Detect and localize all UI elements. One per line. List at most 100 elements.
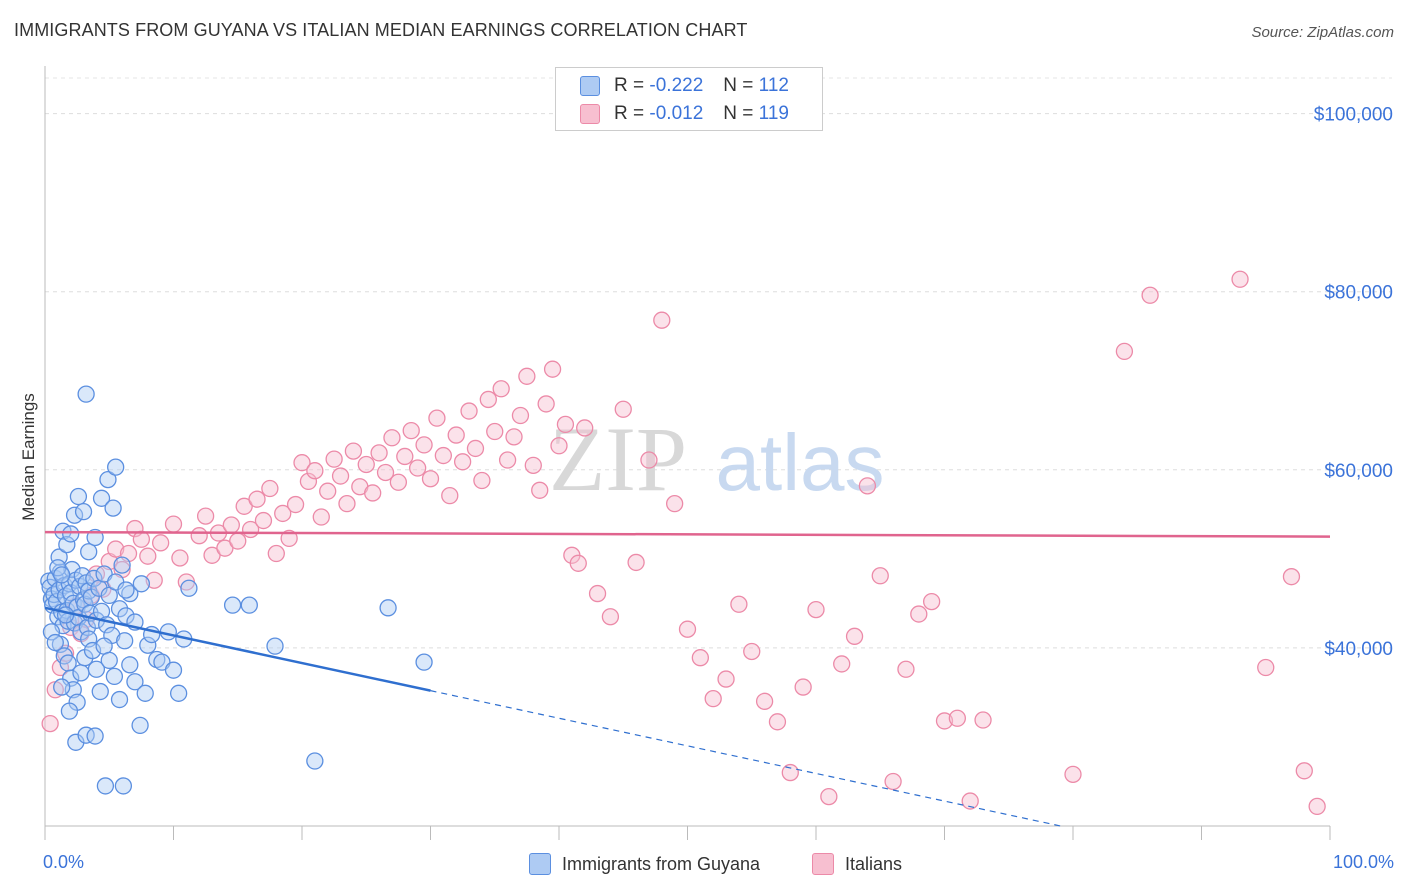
y-axis-label: Median Earnings <box>19 393 38 521</box>
italians-point <box>357 455 375 474</box>
guyana-point <box>87 660 106 678</box>
italians-point <box>286 495 305 514</box>
guyana-point <box>65 506 84 524</box>
guyana-point <box>240 596 258 614</box>
italians-point <box>543 360 562 378</box>
italians-point <box>1231 270 1249 288</box>
x-tick-label-min: 0.0% <box>43 852 85 872</box>
guyana-point <box>117 581 135 599</box>
legend-n-label: N = <box>723 75 754 96</box>
guyana-point <box>60 702 79 720</box>
italians-point <box>498 451 517 469</box>
y-tick-label: $80,000 <box>1324 283 1393 304</box>
italians-trend-line <box>44 530 1331 538</box>
guyana-point <box>53 566 71 584</box>
guyana-point <box>131 716 149 735</box>
guyana-point <box>92 489 111 507</box>
italians-points <box>41 270 1326 816</box>
guyana-point <box>100 651 118 670</box>
italians-point <box>486 422 504 441</box>
italians-point <box>466 439 485 458</box>
italians-point <box>338 494 356 513</box>
italians-point <box>691 649 709 667</box>
italians-point <box>1308 797 1326 816</box>
guyana-point <box>46 633 64 652</box>
guyana-point <box>77 726 95 744</box>
source-label: Source: ZipAtlas.com <box>1251 24 1394 41</box>
italians-point <box>171 549 189 567</box>
italians-point <box>453 453 472 471</box>
italians-point <box>717 670 735 688</box>
italians-point <box>196 507 215 525</box>
guyana-point <box>53 678 71 696</box>
guyana-point <box>164 661 183 679</box>
italians-point <box>833 655 851 673</box>
guyana-point <box>104 499 122 517</box>
italians-point <box>434 446 453 465</box>
italians-point <box>768 713 787 731</box>
guyana-point <box>62 525 80 543</box>
italians-point <box>229 532 247 550</box>
guyana-point <box>56 606 75 624</box>
italians-point <box>441 486 459 505</box>
legend-row-italians: R = -0.012 N = 119 <box>580 102 789 126</box>
italians-point <box>306 462 324 480</box>
italians-point <box>164 515 183 533</box>
bottom-legend-label: Immigrants from Guyana <box>562 853 761 874</box>
italians-point <box>364 484 382 502</box>
legend-r-label: R = <box>614 75 645 96</box>
italians-point <box>781 763 799 782</box>
guyana-point <box>136 684 154 702</box>
italians-point <box>884 772 902 791</box>
italians-point <box>428 409 446 427</box>
guyana-point <box>110 690 129 709</box>
guyana-point <box>99 470 117 489</box>
italians-point <box>743 642 761 661</box>
italians-point <box>935 712 954 730</box>
italians-point <box>331 467 350 485</box>
guyana-point <box>121 656 139 674</box>
italians-point <box>511 406 530 425</box>
guyana-point <box>69 487 88 506</box>
guyana-point <box>58 535 76 554</box>
italians-point <box>415 436 433 454</box>
italians-point <box>755 692 774 710</box>
guyana-trend-line <box>44 606 431 692</box>
italians-point <box>1295 762 1313 780</box>
italians-point <box>492 380 510 398</box>
italians-point <box>139 547 157 565</box>
legend-r-value: -0.222 <box>649 75 704 96</box>
bottom-legend-swatch-blue <box>529 853 551 875</box>
guyana-point <box>139 636 157 654</box>
chart-title: IMMIGRANTS FROM GUYANA VS ITALIAN MEDIAN… <box>14 20 748 40</box>
italians-point <box>569 554 587 572</box>
italians-point <box>293 454 311 472</box>
legend-n-value: 112 <box>758 75 789 96</box>
guyana-point <box>126 673 144 691</box>
legend-row-guyana: R = -0.222 N = 112 <box>580 74 789 98</box>
guyana-point <box>105 667 124 686</box>
guyana-point <box>379 599 397 617</box>
bottom-legend-italians: Italians <box>812 851 902 877</box>
watermark-atlas: atlas <box>716 418 885 507</box>
guyana-point <box>91 682 109 701</box>
legend-n-value: 119 <box>758 103 789 124</box>
gridlines <box>45 77 1392 649</box>
italians-point <box>974 711 992 729</box>
guyana-point <box>77 385 95 403</box>
italians-point <box>666 494 684 513</box>
guyana-point <box>107 458 125 476</box>
italians-point <box>376 463 395 482</box>
y-tick-label: $60,000 <box>1324 461 1393 482</box>
legend-swatch-blue <box>580 76 600 96</box>
italians-point <box>312 508 330 526</box>
guyana-point <box>96 777 115 795</box>
italians-point <box>383 429 401 447</box>
italians-point <box>961 792 979 810</box>
italians-point <box>151 534 170 552</box>
italians-point <box>871 567 889 585</box>
italians-point <box>704 690 722 708</box>
italians-point <box>473 471 491 490</box>
italians-point <box>396 447 414 466</box>
